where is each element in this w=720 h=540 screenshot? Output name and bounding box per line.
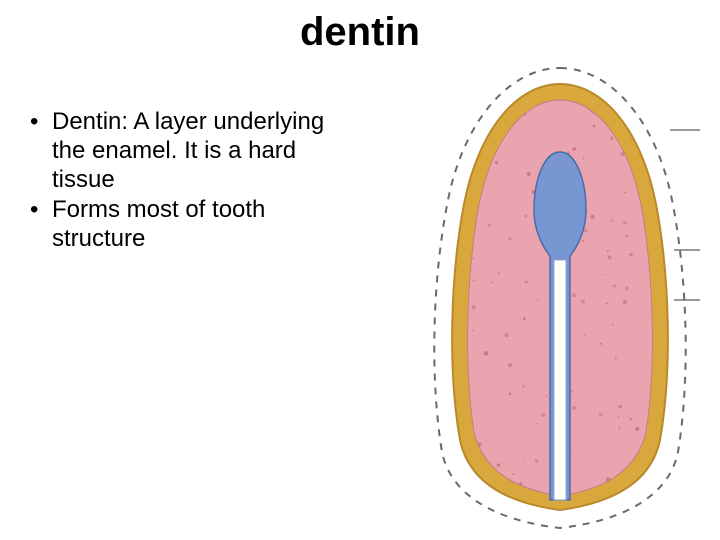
slide: { "title": { "text": "dentin", "fontsize… [0,0,720,540]
tooth-diagram [420,60,700,530]
tooth-svg [420,60,700,530]
bullet-list: Dentin: A layer underlying the enamel. I… [30,108,330,256]
bullet-item: Forms most of tooth structure [30,196,330,254]
tooth-layer-pulp-canal-inner [554,260,566,500]
slide-title: dentin [0,10,720,55]
bullet-item: Dentin: A layer underlying the enamel. I… [30,108,330,194]
